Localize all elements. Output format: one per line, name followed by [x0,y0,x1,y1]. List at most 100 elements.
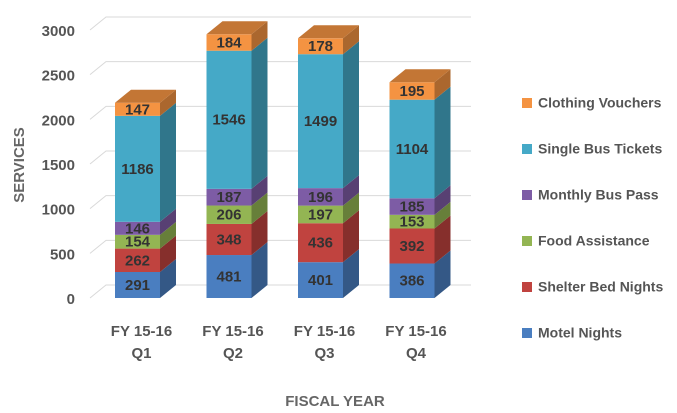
bar-top [298,25,359,39]
bar-side [251,210,268,256]
bar [389,82,435,100]
bar-side [343,41,359,189]
legend-swatch [522,328,532,338]
y-tick-label: 1500 [42,157,75,174]
bar-side [160,208,176,235]
bar-side [160,102,176,222]
value-label: 291 [125,277,150,294]
value-label: 147 [125,101,150,118]
y-tick-label: 3000 [42,23,75,40]
legend-label: Food Assistance [538,233,650,249]
bar-side [160,235,176,273]
grid-line [89,16,471,31]
value-label: 197 [308,206,333,223]
bar-side [343,175,359,206]
legend-label: Shelter Bed Nights [538,279,663,295]
value-label: 401 [308,272,333,289]
value-label: 436 [308,235,333,252]
bar [115,115,160,222]
bar-side [434,69,451,100]
bar-side [160,259,176,298]
value-label: 348 [216,231,241,248]
value-label: 392 [399,238,424,255]
value-label: 1104 [396,141,429,158]
legend-label: Monthly Bus Pass [538,187,659,203]
bar [206,188,252,206]
bar-side [251,175,268,206]
y-tick-label: 0 [67,291,75,308]
bar [206,50,252,189]
x-tick-label: FY 15-16 [111,323,172,340]
bar-side [343,210,359,263]
value-label: 481 [216,268,241,285]
bar-side [251,21,268,51]
bar [298,54,343,189]
bar [298,262,343,298]
value-label: 1186 [121,161,154,178]
value-label: 146 [125,220,150,237]
bar [389,228,435,264]
legend-label: Clothing Vouchers [538,95,662,111]
bar [115,272,160,298]
x-axis-label: FISCAL YEAR [285,393,385,410]
legend-swatch [522,98,532,108]
bar-side [160,221,176,249]
value-label: 262 [125,252,150,269]
bar [206,223,252,256]
legend-label: Motel Nights [538,325,622,341]
bar [389,99,435,199]
bar [115,221,160,235]
bar [389,198,435,215]
bar [298,223,343,263]
value-label: 154 [125,234,151,251]
bar-side [434,250,451,298]
y-tick-label: 2500 [42,68,75,85]
value-label: 1546 [212,112,245,129]
bar-side [343,249,359,298]
bar-top [206,21,268,35]
bar [298,188,343,206]
value-label: 195 [399,83,424,100]
bar [389,263,435,298]
bar-side [434,86,451,199]
bar [206,255,252,298]
bar-top [389,69,451,83]
bar-side [434,215,451,264]
bar [206,34,252,51]
y-axis-label: SERVICES [11,127,28,203]
x-tick-label: Q4 [406,345,427,362]
x-tick-label: FY 15-16 [385,323,446,340]
value-label: 206 [216,207,241,224]
legend-swatch [522,190,532,200]
bar [389,214,435,229]
x-tick-label: Q1 [131,345,151,362]
bar-top [115,89,176,103]
value-label: 153 [399,214,424,231]
value-label: 185 [399,199,424,216]
bar [298,38,343,55]
bar-side [343,25,359,55]
x-tick-label: FY 15-16 [294,323,355,340]
bar-side [160,89,176,116]
x-tick-label: FY 15-16 [202,323,263,340]
bar [298,205,343,224]
legend-label: Single Bus Tickets [538,141,662,157]
value-label: 386 [399,273,424,290]
legend-swatch [522,282,532,292]
bar-side [343,192,359,224]
x-tick-label: Q2 [223,345,243,362]
legend-swatch [522,144,532,154]
x-tick-label: Q3 [314,345,334,362]
value-label: 196 [308,189,333,206]
value-label: 1499 [304,113,337,130]
bar-side [251,242,268,298]
y-tick-label: 500 [50,246,75,263]
value-label: 187 [216,189,241,206]
bar [115,102,160,116]
value-label: 184 [216,34,242,51]
bar-side [251,192,268,224]
bar [115,248,160,273]
bar-side [251,37,268,189]
y-tick-label: 1000 [42,202,75,219]
